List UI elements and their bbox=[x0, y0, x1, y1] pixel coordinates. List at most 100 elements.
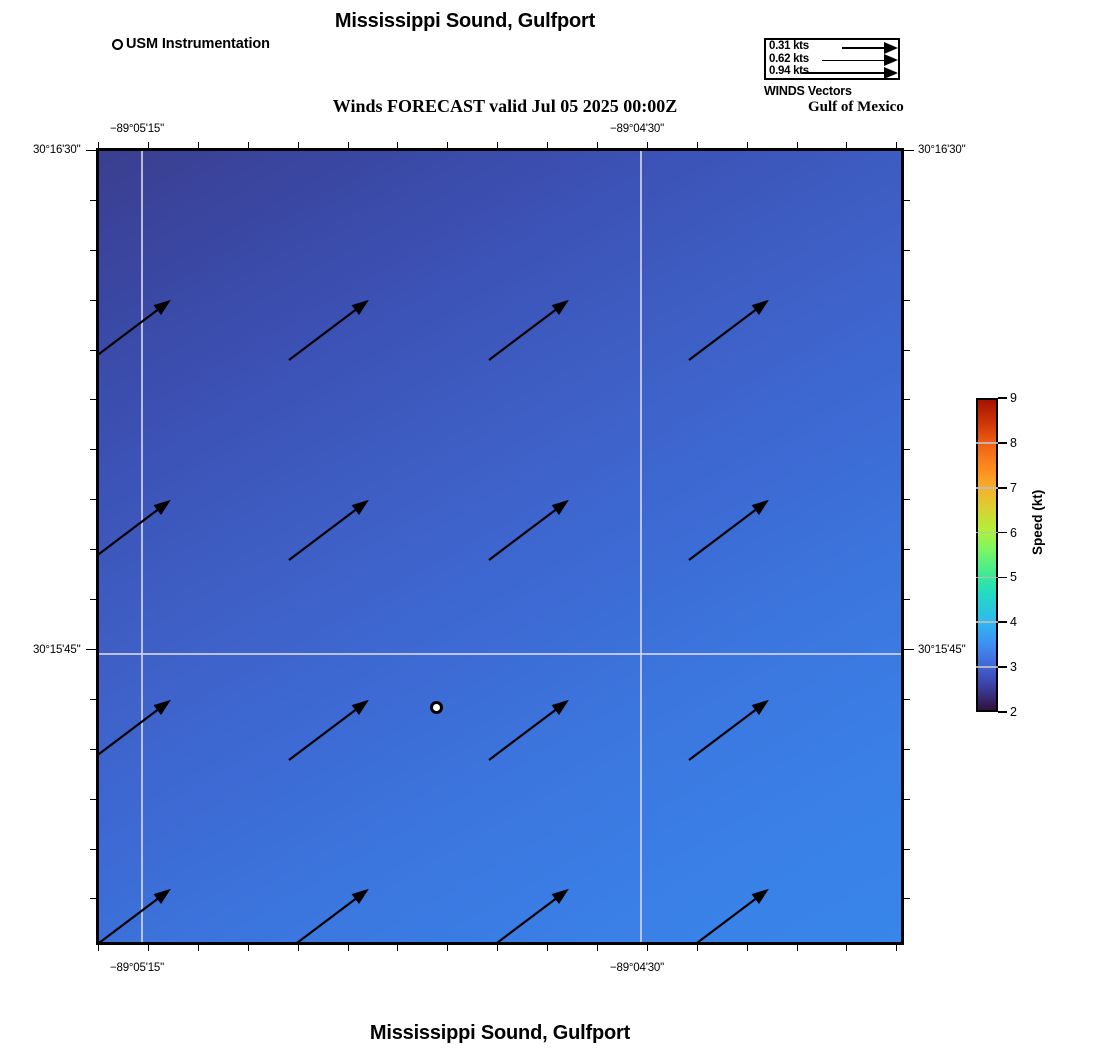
wind-arrow bbox=[99, 299, 171, 356]
x-axis-minor-tick bbox=[148, 945, 150, 951]
colorbar-tick-label: 7 bbox=[1010, 480, 1017, 495]
y-axis-minor-tick bbox=[904, 749, 910, 751]
y-axis-minor-tick bbox=[904, 250, 910, 252]
map-plot-area[interactable] bbox=[96, 148, 904, 945]
y-axis-minor-tick bbox=[904, 699, 910, 701]
x-axis-minor-tick bbox=[846, 945, 848, 951]
vector-legend-arrowhead-icon bbox=[884, 54, 898, 67]
colorbar-tick bbox=[998, 711, 1007, 713]
vector-legend-row: 0.94 kts bbox=[766, 65, 902, 79]
wind-arrow bbox=[488, 499, 569, 561]
colorbar-tick bbox=[998, 531, 1007, 534]
colorbar-tick-label: 5 bbox=[1010, 570, 1017, 585]
x-axis-minor-tick bbox=[797, 945, 799, 951]
wind-arrow bbox=[99, 888, 171, 942]
y-axis-minor-tick bbox=[904, 200, 910, 202]
x-axis-tick-label-bottom: −89°04'30" bbox=[610, 962, 664, 974]
x-axis-minor-tick bbox=[298, 945, 300, 951]
x-axis-minor-tick bbox=[348, 945, 350, 951]
wind-arrow bbox=[488, 699, 569, 761]
wind-arrow bbox=[488, 299, 569, 361]
vector-legend-shaft bbox=[842, 47, 884, 49]
wind-arrow bbox=[296, 888, 369, 942]
y-axis-tick-label-right: 30°16'30" bbox=[918, 144, 966, 156]
x-axis-minor-tick bbox=[647, 945, 649, 951]
wind-arrow bbox=[99, 499, 171, 556]
x-axis-minor-tick bbox=[397, 945, 399, 951]
colorbar-tick bbox=[998, 486, 1007, 489]
open-circle-marker-icon bbox=[112, 38, 123, 50]
gridline-vertical bbox=[640, 151, 642, 942]
colorbar-tick-label: 3 bbox=[1010, 660, 1017, 675]
usm-instrumentation-legend: USM Instrumentation bbox=[112, 36, 270, 52]
y-axis-minor-tick bbox=[904, 300, 910, 302]
usm-instrumentation-label: USM Instrumentation bbox=[126, 36, 270, 52]
page-title: Mississippi Sound, Gulfport bbox=[334, 10, 596, 32]
y-axis-major-tick bbox=[904, 649, 914, 651]
wind-vector-legend-caption: WINDS Vectors bbox=[764, 84, 852, 98]
colorbar-tick bbox=[998, 666, 1007, 668]
y-axis-minor-tick bbox=[904, 449, 910, 451]
vector-legend-row: 0.31 kts bbox=[766, 40, 902, 54]
speed-colorbar bbox=[976, 398, 998, 712]
y-axis-minor-tick bbox=[904, 549, 910, 551]
wind-vector-arrows bbox=[99, 299, 769, 942]
vector-legend-arrowhead-icon bbox=[884, 66, 898, 79]
wind-arrow bbox=[99, 699, 171, 756]
x-axis-minor-tick bbox=[497, 945, 499, 951]
wind-arrow bbox=[288, 499, 369, 561]
wind-speed-raster bbox=[99, 151, 901, 942]
wind-arrow bbox=[696, 888, 769, 942]
colorbar-tick bbox=[998, 397, 1007, 399]
x-axis-minor-tick bbox=[248, 945, 250, 951]
vector-legend-label: 0.62 kts bbox=[769, 52, 809, 65]
y-axis-major-tick bbox=[86, 649, 96, 651]
x-axis-tick-label-bottom: −89°05'15" bbox=[110, 962, 164, 974]
y-axis-minor-tick bbox=[904, 350, 910, 352]
wind-arrow bbox=[496, 888, 569, 942]
x-axis-minor-tick bbox=[547, 945, 549, 951]
y-axis-tick-label-right: 30°15'45" bbox=[918, 644, 966, 656]
x-axis-minor-tick bbox=[597, 945, 599, 951]
y-axis-minor-tick bbox=[904, 849, 910, 851]
colorbar-tick-label: 9 bbox=[1010, 391, 1017, 405]
y-axis-tick-label-left: 30°15'45" bbox=[33, 644, 81, 656]
x-axis-tick-label-top: −89°05'15" bbox=[110, 123, 164, 135]
colorbar-tick-label: 2 bbox=[1010, 705, 1017, 719]
wind-arrow bbox=[288, 699, 369, 761]
usm-station-marker[interactable] bbox=[430, 701, 444, 715]
y-axis-tick-label-left: 30°16'30" bbox=[33, 144, 81, 156]
gridline-vertical bbox=[141, 151, 143, 942]
vector-legend-label: 0.94 kts bbox=[769, 65, 809, 78]
colorbar-tick-label: 4 bbox=[1010, 615, 1017, 630]
footer-title: Mississippi Sound, Gulfport bbox=[369, 1022, 631, 1044]
colorbar-tick bbox=[998, 442, 1007, 444]
x-axis-tick-label-top: −89°04'30" bbox=[610, 123, 664, 135]
x-axis-minor-tick bbox=[198, 945, 200, 951]
colorbar-title: Speed (kt) bbox=[1030, 489, 1045, 555]
region-caption: Gulf of Mexico bbox=[808, 99, 904, 115]
wind-vector-scale-legend: 0.31 kts 0.62 kts 0.94 kts bbox=[764, 38, 900, 80]
y-axis-minor-tick bbox=[904, 799, 910, 801]
colorbar-tick-label: 8 bbox=[1010, 435, 1017, 450]
x-axis-minor-tick bbox=[447, 945, 449, 951]
colorbar-tick bbox=[998, 621, 1007, 624]
wind-arrow bbox=[688, 699, 769, 761]
vector-legend-label: 0.31 kts bbox=[769, 40, 809, 52]
x-axis-minor-tick bbox=[747, 945, 749, 951]
colorbar-tick bbox=[998, 576, 1007, 579]
wind-arrow bbox=[688, 299, 769, 361]
vector-legend-row: 0.62 kts bbox=[766, 52, 902, 67]
forecast-subtitle: Winds FORECAST valid Jul 05 2025 00:00Z bbox=[332, 96, 678, 116]
y-axis-minor-tick bbox=[904, 499, 910, 501]
y-axis-major-tick bbox=[904, 150, 914, 152]
x-axis-minor-tick bbox=[896, 945, 898, 951]
vector-legend-shaft bbox=[802, 72, 884, 74]
wind-arrow bbox=[688, 499, 769, 561]
y-axis-minor-tick bbox=[904, 399, 910, 401]
y-axis-minor-tick bbox=[904, 898, 910, 900]
vector-legend-shaft bbox=[822, 59, 884, 62]
x-axis-minor-tick bbox=[697, 945, 699, 951]
gridline-horizontal bbox=[99, 653, 901, 655]
wind-arrow bbox=[288, 299, 369, 361]
